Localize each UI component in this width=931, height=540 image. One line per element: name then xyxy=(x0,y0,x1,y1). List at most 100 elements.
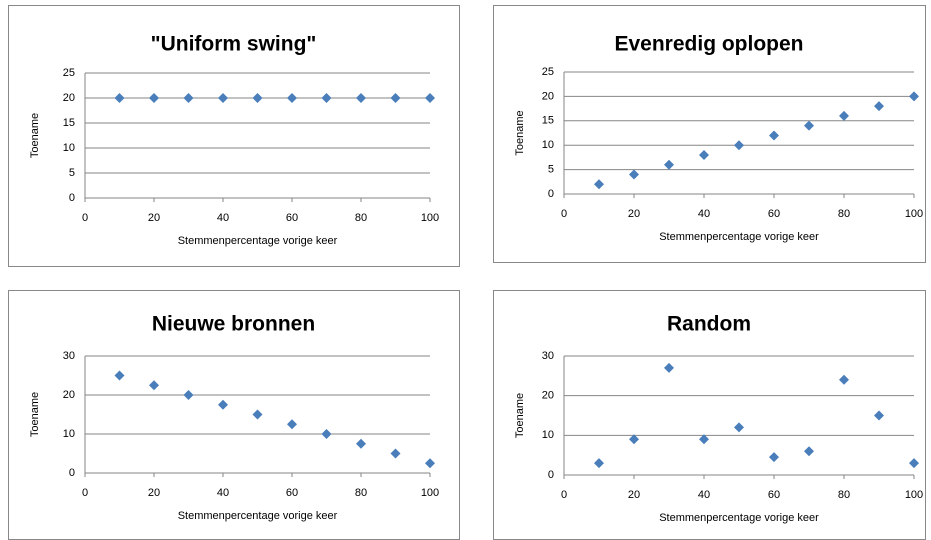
x-tick-label: 20 xyxy=(628,489,640,501)
data-point xyxy=(390,448,401,459)
x-tick-label: 20 xyxy=(628,208,640,220)
data-point xyxy=(804,120,814,131)
data-point xyxy=(629,434,639,445)
y-axis-label: Toename xyxy=(29,113,41,158)
y-tick-label: 20 xyxy=(542,90,554,102)
data-point xyxy=(287,419,297,430)
x-axis-label: Stemmenpercentage vorige keer xyxy=(659,231,819,243)
data-point xyxy=(321,429,332,439)
x-tick-label: 100 xyxy=(905,208,923,220)
x-tick-label: 80 xyxy=(838,208,850,220)
y-tick-label: 10 xyxy=(542,139,554,151)
chart-title: Nieuwe bronnen xyxy=(152,313,315,336)
y-tick-label: 30 xyxy=(542,350,554,362)
y-tick-label: 25 xyxy=(542,66,554,78)
y-tick-label: 10 xyxy=(63,428,75,440)
x-tick-label: 60 xyxy=(286,212,298,224)
chart-frame xyxy=(493,5,926,263)
x-tick-label: 0 xyxy=(82,212,88,224)
x-tick-label: 40 xyxy=(698,489,710,501)
data-point xyxy=(425,458,435,469)
data-point xyxy=(874,101,884,112)
y-tick-label: 0 xyxy=(548,188,554,200)
y-axis-label: Toename xyxy=(29,392,41,437)
data-point xyxy=(839,374,849,385)
data-point xyxy=(183,390,194,400)
chart-title: Evenredig oplopen xyxy=(614,33,803,56)
data-point xyxy=(321,93,332,103)
data-point xyxy=(769,130,779,141)
y-tick-label: 0 xyxy=(548,469,554,481)
x-tick-label: 20 xyxy=(148,487,160,499)
x-tick-label: 40 xyxy=(217,487,229,499)
x-tick-label: 40 xyxy=(698,208,710,220)
data-point xyxy=(356,93,366,103)
data-point xyxy=(874,410,884,421)
data-point xyxy=(252,93,263,103)
y-axis-label: Toename xyxy=(514,393,526,438)
y-tick-label: 10 xyxy=(63,142,75,154)
chart-frame xyxy=(8,290,460,540)
data-point xyxy=(252,409,263,420)
y-tick-label: 15 xyxy=(63,117,75,129)
y-axis-label: Toename xyxy=(514,110,526,155)
x-axis-label: Stemmenpercentage vorige keer xyxy=(178,235,338,247)
y-tick-label: 20 xyxy=(542,390,554,402)
y-tick-label: 10 xyxy=(542,429,554,441)
data-point xyxy=(390,93,401,103)
chart-title: "Uniform swing" xyxy=(151,33,317,56)
y-tick-label: 15 xyxy=(542,115,554,127)
data-point xyxy=(909,458,919,469)
chart-title: Random xyxy=(667,313,751,336)
data-point xyxy=(909,91,919,102)
y-tick-label: 0 xyxy=(69,192,75,204)
data-point xyxy=(839,110,849,121)
data-point xyxy=(425,93,435,103)
data-point xyxy=(218,93,228,103)
y-tick-label: 20 xyxy=(63,92,75,104)
data-point xyxy=(664,159,674,170)
x-tick-label: 0 xyxy=(82,487,88,499)
x-axis-label: Stemmenpercentage vorige keer xyxy=(178,510,338,522)
data-point xyxy=(664,362,674,373)
x-tick-label: 60 xyxy=(768,489,780,501)
y-tick-label: 5 xyxy=(548,164,554,176)
data-point xyxy=(594,179,604,190)
x-tick-label: 100 xyxy=(905,489,923,501)
x-tick-label: 60 xyxy=(768,208,780,220)
x-tick-label: 60 xyxy=(286,487,298,499)
data-point xyxy=(356,438,366,449)
data-point xyxy=(114,370,125,381)
y-tick-label: 0 xyxy=(69,467,75,479)
data-point xyxy=(149,380,159,391)
x-tick-label: 0 xyxy=(561,489,567,501)
x-axis-label: Stemmenpercentage vorige keer xyxy=(659,512,819,524)
chart-frame xyxy=(493,290,926,540)
data-point xyxy=(114,93,125,103)
x-tick-label: 0 xyxy=(561,208,567,220)
data-point xyxy=(218,399,228,410)
data-point xyxy=(734,140,744,151)
x-tick-label: 80 xyxy=(355,487,367,499)
x-tick-label: 100 xyxy=(421,212,439,224)
x-tick-label: 20 xyxy=(148,212,160,224)
x-tick-label: 80 xyxy=(355,212,367,224)
data-point xyxy=(629,169,639,180)
data-point xyxy=(183,93,194,103)
data-point xyxy=(804,446,814,457)
data-point xyxy=(287,93,297,103)
data-point xyxy=(594,458,604,469)
data-point xyxy=(699,434,709,445)
data-point xyxy=(769,452,779,463)
x-tick-label: 100 xyxy=(421,487,439,499)
y-tick-label: 30 xyxy=(63,350,75,362)
chart-frame xyxy=(8,5,460,267)
y-tick-label: 5 xyxy=(69,167,75,179)
x-tick-label: 40 xyxy=(217,212,229,224)
y-tick-label: 20 xyxy=(63,389,75,401)
x-tick-label: 80 xyxy=(838,489,850,501)
data-point xyxy=(734,422,744,433)
y-tick-label: 25 xyxy=(63,67,75,79)
data-point xyxy=(699,149,709,160)
